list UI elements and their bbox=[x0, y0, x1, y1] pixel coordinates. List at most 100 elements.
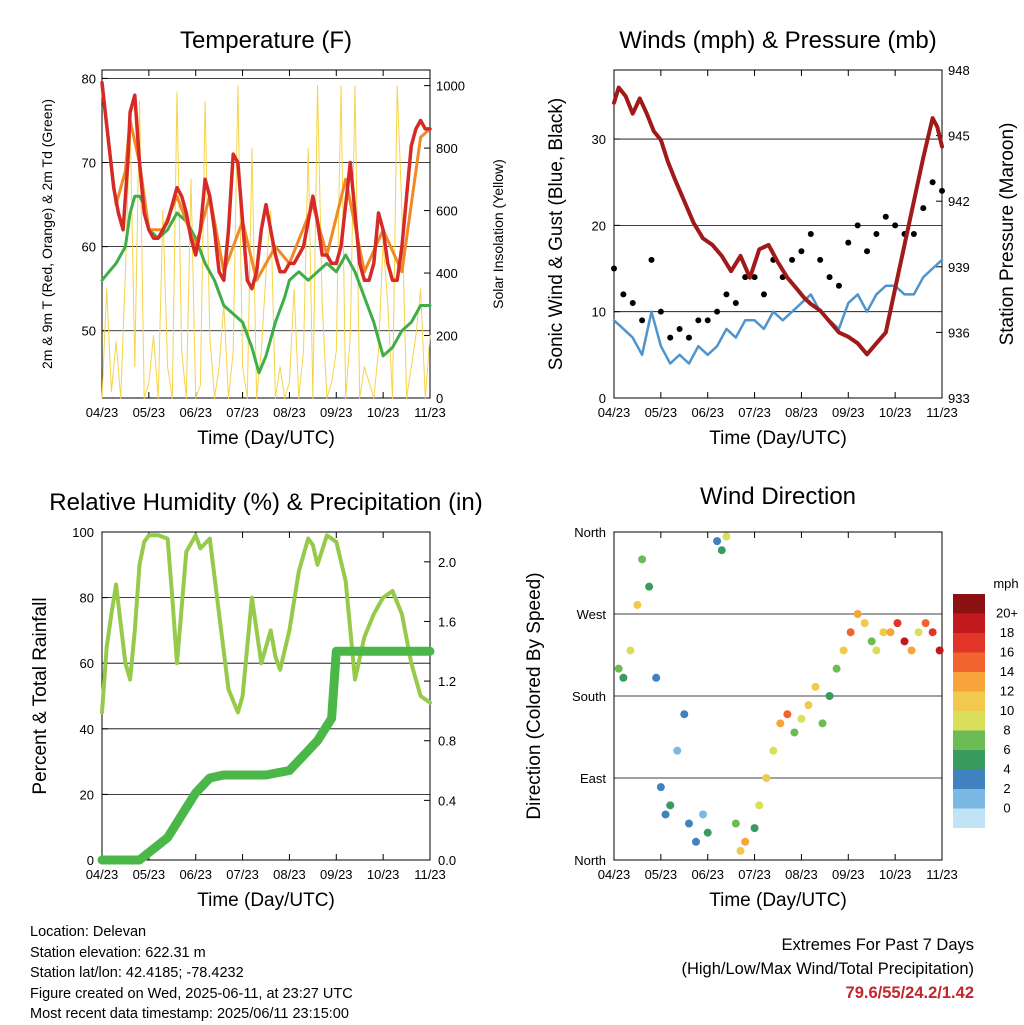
direction-point bbox=[867, 637, 876, 646]
gust-point bbox=[732, 300, 739, 307]
direction-point bbox=[907, 646, 916, 655]
x-tick-label: 05/23 bbox=[133, 867, 166, 882]
gust-point bbox=[723, 291, 730, 298]
x-tick-label: 10/23 bbox=[879, 867, 912, 882]
x-axis-label: Time (Day/UTC) bbox=[197, 890, 335, 911]
y-axis-label: 2m & 9m T (Red, Orange) & 2m Td (Green) bbox=[39, 99, 55, 369]
direction-point bbox=[614, 664, 623, 673]
x-tick-label: 05/23 bbox=[645, 405, 678, 420]
colorbar-label: 20+ bbox=[996, 606, 1018, 621]
direction-point bbox=[900, 637, 909, 646]
wind-direction-panel: 04/23 05/23 06/23 07/23 08/23 09/23 10/23 11/23… bbox=[524, 483, 958, 911]
direction-point bbox=[661, 810, 670, 819]
colorbar-label: 14 bbox=[1000, 664, 1014, 679]
direction-point bbox=[633, 600, 642, 609]
direction-point bbox=[684, 819, 693, 828]
y-axis-label: Direction (Colored By Speed) bbox=[524, 572, 545, 819]
y-tick-label: 10 bbox=[592, 305, 606, 320]
direction-point bbox=[638, 555, 647, 564]
direction-point bbox=[776, 719, 785, 728]
wind-series bbox=[612, 258, 944, 365]
direction-point bbox=[755, 801, 764, 810]
gust-point bbox=[929, 179, 936, 186]
direction-point bbox=[860, 619, 869, 628]
x-tick-label: 10/23 bbox=[367, 867, 400, 882]
colorbar-swatch bbox=[953, 594, 985, 614]
gust-point bbox=[939, 187, 945, 194]
x-tick-label: 07/23 bbox=[738, 867, 771, 882]
gust-point bbox=[892, 222, 899, 229]
direction-point bbox=[914, 628, 923, 637]
gust-point bbox=[639, 317, 646, 324]
x-tick-label: 10/23 bbox=[879, 405, 912, 420]
y-tick-label: 40 bbox=[80, 722, 94, 737]
direction-point bbox=[666, 801, 675, 810]
direction-point bbox=[736, 846, 745, 855]
gust-point bbox=[695, 317, 702, 324]
chart-title: Relative Humidity (%) & Precipitation (i… bbox=[49, 489, 482, 516]
direction-point bbox=[680, 710, 689, 719]
direction-point bbox=[703, 828, 712, 837]
x-tick-label: 05/23 bbox=[645, 867, 678, 882]
direction-point bbox=[886, 628, 895, 637]
direction-point bbox=[762, 774, 771, 782]
direction-point bbox=[832, 664, 841, 673]
y-tick-label: 20 bbox=[592, 218, 606, 233]
gust-point bbox=[629, 300, 636, 307]
y-tick-label: 0 bbox=[87, 853, 94, 868]
recent-text: Most recent data timestamp: 2025/06/11 2… bbox=[30, 1006, 349, 1022]
x-tick-label: 04/23 bbox=[598, 405, 631, 420]
direction-point bbox=[853, 610, 862, 618]
direction-point bbox=[741, 837, 750, 846]
created-text: Figure created on Wed, 2025-06-11, at 23… bbox=[30, 985, 353, 1002]
direction-point bbox=[717, 546, 726, 555]
gust-point bbox=[714, 308, 721, 315]
y-tick-label: 30 bbox=[592, 132, 606, 147]
x-tick-label: 08/23 bbox=[785, 867, 818, 882]
winds-pressure-panel: 04/23 05/23 06/23 07/23 08/23 09/23 10/23 11/23… bbox=[546, 27, 1018, 449]
x-axis-label: Time (Day/UTC) bbox=[197, 428, 335, 449]
y-axis-label: Percent & Total Rainfall bbox=[30, 597, 51, 794]
gust-point bbox=[620, 291, 627, 298]
gust-point bbox=[854, 222, 861, 229]
direction-point bbox=[935, 646, 944, 655]
direction-point bbox=[713, 537, 722, 546]
x-tick-label: 07/23 bbox=[226, 405, 259, 420]
x-axis-label: Time (Day/UTC) bbox=[709, 890, 847, 911]
y2-tick-label: 0 bbox=[436, 391, 443, 406]
gust-point bbox=[882, 213, 889, 220]
colorbar-swatch bbox=[953, 652, 985, 672]
y-tick-label: North bbox=[574, 853, 606, 868]
colorbar-label: 4 bbox=[1003, 762, 1010, 777]
direction-point bbox=[893, 619, 902, 628]
elevation-text: Station elevation: 622.31 m bbox=[30, 944, 206, 961]
x-tick-label: 10/23 bbox=[367, 405, 400, 420]
direction-point bbox=[804, 701, 813, 710]
extremes-title: Extremes For Past 7 Days bbox=[781, 936, 974, 954]
x-tick-label: 06/23 bbox=[179, 867, 212, 882]
y-tick-label: 60 bbox=[80, 656, 94, 671]
y2-tick-label: 942 bbox=[948, 194, 970, 209]
gust-point bbox=[751, 274, 758, 281]
plot-frame bbox=[101, 69, 431, 399]
gust-point bbox=[676, 325, 683, 332]
colorbar-swatch bbox=[953, 711, 985, 731]
temp-9m-series bbox=[100, 85, 432, 282]
x-tick-label: 07/23 bbox=[226, 867, 259, 882]
colorbar-label: 0 bbox=[1003, 801, 1010, 816]
x-tick-label: 11/23 bbox=[414, 867, 446, 882]
colorbar-label: 16 bbox=[1000, 645, 1014, 660]
y-tick-label: South bbox=[572, 689, 606, 704]
chart-title: Wind Direction bbox=[700, 483, 856, 510]
y2-tick-label: 600 bbox=[436, 204, 458, 219]
direction-point bbox=[673, 746, 682, 755]
direction-point bbox=[921, 619, 930, 628]
y-tick-label: North bbox=[574, 525, 606, 540]
direction-point bbox=[750, 824, 759, 833]
colorbar-swatch bbox=[953, 808, 985, 828]
y-tick-label: 70 bbox=[82, 156, 96, 171]
y2-tick-label: 933 bbox=[948, 391, 970, 406]
colorbar-swatch bbox=[953, 769, 985, 789]
colorbar-swatch bbox=[953, 730, 985, 750]
x-tick-label: 09/23 bbox=[832, 405, 865, 420]
